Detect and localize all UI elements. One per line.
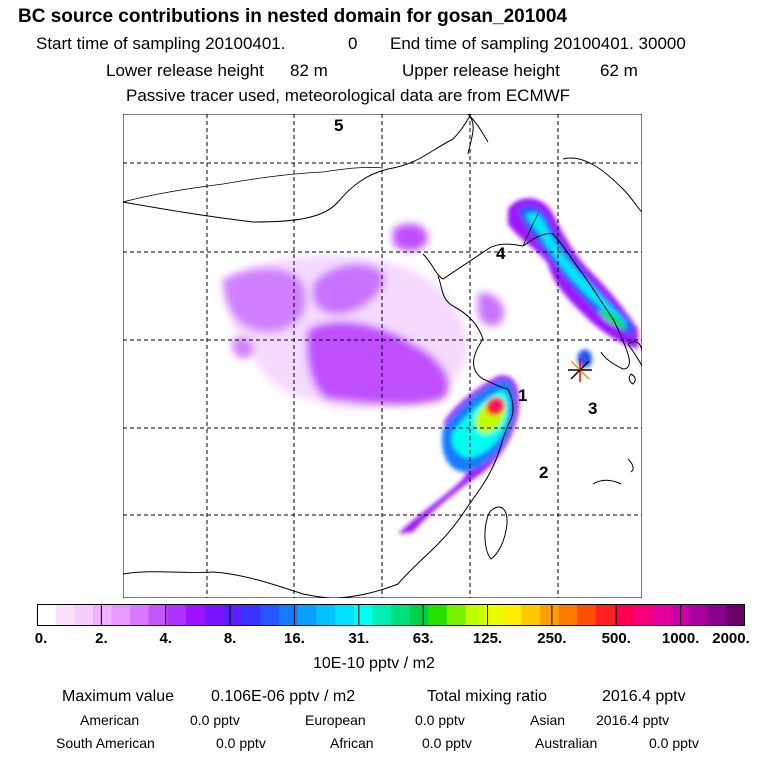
colorbar-cell [707, 604, 727, 626]
colorbar-unit: 10E-10 pptv / m2 [313, 655, 435, 672]
colorbar-tick-label: 31. [348, 630, 370, 647]
colorbar-cell [204, 604, 224, 626]
colorbar-cell [465, 604, 485, 626]
colorbar-cell [260, 604, 280, 626]
colorbar-cell [689, 604, 709, 626]
region-label-3: 3 [588, 399, 597, 418]
colorbar-cell [74, 604, 94, 626]
region-label-1: 1 [518, 386, 527, 405]
colorbar-tick-label: 0. [34, 630, 48, 647]
lower-release-label: Lower release height [106, 61, 264, 80]
lower-release-value: 82 m [290, 61, 328, 80]
receptor-star-icon [568, 358, 592, 382]
colorbar-tick-label: 250. [537, 630, 567, 647]
plume-korea-core [526, 212, 628, 324]
max-value-label: Maximum value [62, 688, 175, 705]
colorbar-cell [92, 604, 113, 626]
plume-gosan-blob [577, 349, 592, 368]
source-african-label: African [330, 735, 374, 751]
plume-purple-north [313, 264, 385, 315]
colorbar-tick-label: 16. [284, 630, 305, 647]
colorbar-cell [484, 604, 504, 626]
end-time-label: End time of sampling 20100401. 30000 [390, 34, 686, 53]
colorbar-cell [148, 604, 168, 626]
colorbar-cell [726, 604, 745, 626]
colorbar-cell [335, 604, 355, 626]
region-label-2: 2 [539, 463, 548, 482]
colorbar-tick-label: 2. [95, 630, 108, 647]
colorbar-cell [670, 604, 690, 626]
source-african-value: 0.0 pptv [422, 735, 472, 751]
colorbar-cell [633, 604, 653, 626]
source-south-american-label: South American [56, 735, 155, 751]
colorbar-cell [428, 604, 448, 626]
source-asian-value: 2016.4 pptv [596, 712, 670, 728]
colorbar-cell [316, 604, 336, 626]
total-mixing-label: Total mixing ratio [427, 688, 548, 705]
contribution-map: 1 2 3 4 5 [123, 114, 642, 598]
colorbar-cell [55, 604, 75, 626]
colorbar-tick-label: 125. [472, 630, 503, 647]
source-european-label: European [305, 712, 366, 728]
source-asian-label: Asian [530, 712, 566, 728]
colorbar-cell [595, 604, 616, 626]
colorbar-cell [241, 604, 262, 626]
colorbar-cell [558, 604, 578, 626]
colorbar-tick-label: 8. [223, 630, 237, 647]
plume-purple-west [223, 268, 307, 333]
upper-release-value: 62 m [600, 61, 638, 80]
start-time-label: Start time of sampling 20100401. [36, 34, 286, 53]
borders [123, 166, 539, 247]
colorbar-frame [37, 604, 745, 626]
colorbar-cell [167, 604, 187, 626]
colorbar-cell [521, 604, 541, 626]
start-time-value: 0 [348, 34, 358, 53]
source-european-value: 0.0 pptv [415, 712, 465, 728]
colorbar-cell [577, 604, 597, 626]
total-mixing-value: 2016.4 pptv [602, 688, 686, 705]
colorbar-cell [446, 604, 467, 626]
source-australian-label: Australian [535, 735, 598, 751]
plume-purple-southwest [232, 337, 254, 359]
colorbar-cell [297, 604, 317, 626]
colorbar-cell [614, 604, 634, 626]
source-american-value: 0.0 pptv [190, 712, 240, 728]
upper-release-label: Upper release height [402, 61, 560, 80]
colorbar-cell [223, 604, 243, 626]
plume-yangtze-peak [492, 400, 501, 410]
plume-purple-northeast [393, 223, 428, 251]
source-australian-value: 0.0 pptv [649, 735, 699, 751]
colorbar [37, 604, 745, 626]
colorbar-cell [372, 604, 392, 626]
source-south-american-value: 0.0 pptv [216, 735, 266, 751]
gridlines [123, 114, 642, 598]
source-american-label: American [80, 712, 140, 728]
region-label-4: 4 [496, 244, 506, 263]
colorbar-tick-label: 4. [159, 630, 172, 647]
colorbar-cell [186, 604, 206, 626]
max-value: 0.106E-06 pptv / m2 [211, 688, 356, 705]
plot-title: BC source contributions in nested domain… [18, 6, 568, 27]
colorbar-cell [540, 604, 560, 626]
colorbar-cell [651, 604, 671, 626]
tracer-note: Passive tracer used, meteorological data… [126, 86, 571, 105]
colorbar-cell [37, 604, 57, 626]
colorbar-tick-label: 63. [412, 630, 434, 647]
colorbar-cell [353, 604, 373, 626]
plume-purple-central [306, 321, 449, 405]
region-label-5: 5 [334, 116, 343, 135]
colorbar-cell [130, 604, 150, 626]
plume-purple-shandong [478, 293, 504, 326]
coastlines [123, 114, 642, 598]
colorbar-cell [279, 604, 299, 626]
colorbar-cell [391, 604, 411, 626]
colorbar-tick-label: 1000. [661, 630, 700, 647]
colorbar-cell [502, 604, 522, 626]
colorbar-cell [111, 604, 131, 626]
colorbar-tick-label: 2000. [712, 630, 750, 647]
colorbar-cell [409, 604, 429, 626]
colorbar-tick-label: 500. [601, 630, 631, 647]
